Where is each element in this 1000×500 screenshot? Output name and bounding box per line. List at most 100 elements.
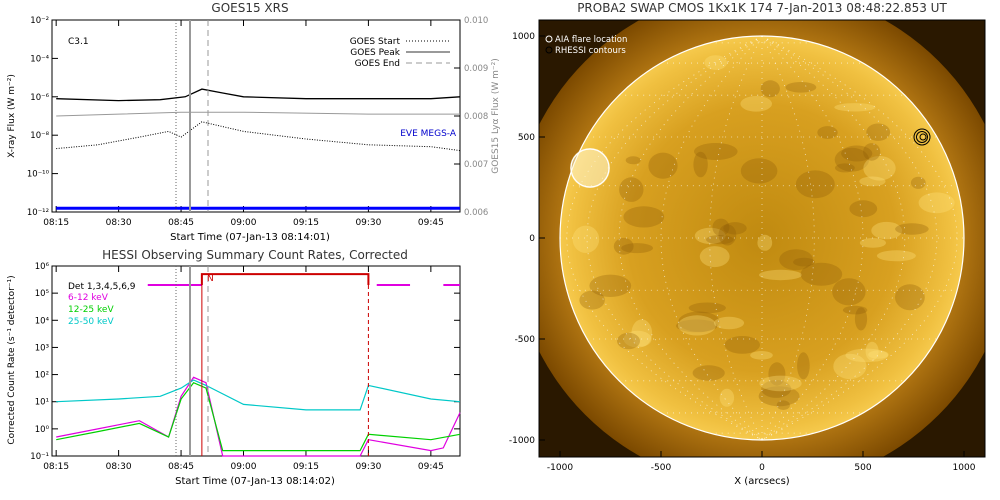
hessi-title: HESSI Observing Summary Count Rates, Cor… [102,248,408,262]
swap-disk-feature [572,225,600,253]
swap-disk-feature [832,278,866,306]
swap-disk-feature [675,319,718,333]
swap-disk-feature [757,234,773,251]
swap-disk-feature [863,156,896,181]
swap-y-axis: 1000 500 0 -500 -1000 [509,32,545,446]
hessi-det-bar-high [200,273,370,285]
swap-disk-feature [842,305,868,315]
swap-disk-feature [704,55,727,70]
swap-disk-feature [623,330,652,348]
swap-disk-feature [713,316,745,330]
swap-disk-feature [895,223,929,235]
hessi-y-tick-label: 10⁻¹ [30,452,49,462]
swap-x-tick-label: -500 [651,463,672,473]
goes-series [56,88,461,210]
swap-heliographic-grid [560,35,964,441]
goes-series-line [56,121,461,152]
swap-disk-feature [617,332,640,350]
goes-xlabel: Start Time (07-Jan-13 08:14:01) [170,232,330,243]
swap-disk-feature [758,386,800,407]
swap-legend-aia: AIA flare location [555,35,627,45]
swap-disk-feature [779,249,813,271]
swap-disk-feature [865,341,879,361]
swap-x-tick-label: 1000 [953,463,976,473]
goes-panel: GOES15 XRS C3.1 10⁻²10⁻⁴10⁻⁶10⁻⁸10⁻¹⁰10⁻… [7,1,501,243]
time-tick-label: 09:15 [293,462,319,472]
time-tick-label: 08:30 [106,218,132,228]
swap-disk-feature [834,147,870,172]
swap-y-tick-label: -1000 [509,436,535,446]
swap-disk-feature [694,143,738,160]
swap-x-axis: -1000 -500 0 500 1000 [547,451,976,473]
swap-disk-feature [692,365,725,381]
swap-disk-feature [706,235,734,245]
swap-disk-feature [759,375,802,392]
swap-disk-feature [759,269,802,281]
goes-right-tick-label: 0.006 [464,208,488,218]
swap-rhessi-contours [913,128,931,146]
goes-right-tick-label: 0.009 [464,64,488,74]
swap-disk-feature [678,311,720,332]
hessi-xlabel: Start Time (07-Jan-13 08:14:02) [175,476,335,487]
swap-x-tick-label: 500 [854,463,871,473]
time-tick-label: 08:15 [43,218,69,228]
swap-disk-feature [579,290,605,310]
swap-x-tick-label: 0 [759,463,765,473]
swap-disk-feature [688,302,726,314]
goes-left-tick-label: 10⁻² [30,16,49,26]
swap-disk-feature [724,336,760,354]
hessi-series-line [56,376,461,457]
hessi-legend-12-25: 12-25 keV [68,305,114,315]
swap-disk-feature [693,151,708,178]
swap-disk-feature [760,80,780,98]
swap-disk-feature [718,224,737,246]
swap-disk-feature [619,177,644,202]
swap-disk-feature [910,176,926,189]
swap-disk-feature [835,163,855,173]
swap-disk-feature [866,123,891,141]
swap-legend-aia-symbol [545,35,553,43]
swap-disk-feature [800,262,843,286]
hessi-y-tick-label: 10¹ [35,398,49,408]
time-tick-label: 09:30 [355,462,381,472]
hessi-legend-25-50: 25-50 keV [68,317,114,327]
swap-disk-feature [859,176,886,187]
hessi-series-line [56,381,461,452]
swap-flare-glow [570,148,610,188]
swap-disk-feature [845,348,889,363]
swap-grid-meridian [709,35,763,441]
hessi-series [56,273,461,457]
hessi-legend-det: Det 1,3,4,5,6,9 [68,282,136,292]
hessi-series-line [56,379,461,411]
swap-disk-feature [859,238,887,248]
time-tick-label: 09:30 [355,218,381,228]
goes-left-tick-label: 10⁻⁴ [30,54,49,64]
hessi-frame [51,265,461,457]
goes-flare-class: C3.1 [68,37,89,47]
goes-left-tick-label: 10⁻¹² [27,208,49,218]
swap-disk-feature [631,319,653,347]
goes-eve-label: EVE MEGS-A [400,129,457,139]
swap-grid-meridian [761,35,864,441]
swap-disk-feature [918,192,955,214]
swap-disk-feature [623,206,665,228]
goes-y2label: GOES15 Lyα Flux (W m⁻²) [491,58,501,174]
swap-disk-feature [723,222,747,235]
goes-ylabel: X-ray Flux (W m⁻²) [7,74,17,158]
time-tick-label: 09:00 [231,218,257,228]
hessi-night-flag: N [207,274,214,284]
time-tick-label: 08:15 [43,462,69,472]
goes-left-tick-label: 10⁻⁸ [30,131,49,141]
swap-disk-feature [625,156,641,165]
hessi-y-tick-label: 10⁵ [35,289,49,299]
time-tick-label: 09:00 [231,462,257,472]
goes-right-tick-label: 0.008 [464,112,488,122]
hessi-legend-6-12: 6-12 keV [68,293,109,303]
goes-legend-peak: GOES Peak [350,48,400,58]
goes-legend-end: GOES End [355,59,400,69]
swap-disk-feature [621,243,653,254]
time-tick-label: 09:45 [418,218,444,228]
swap-disk-feature [854,307,868,331]
swap-legend-rhessi: RHESSI contours [555,46,626,56]
